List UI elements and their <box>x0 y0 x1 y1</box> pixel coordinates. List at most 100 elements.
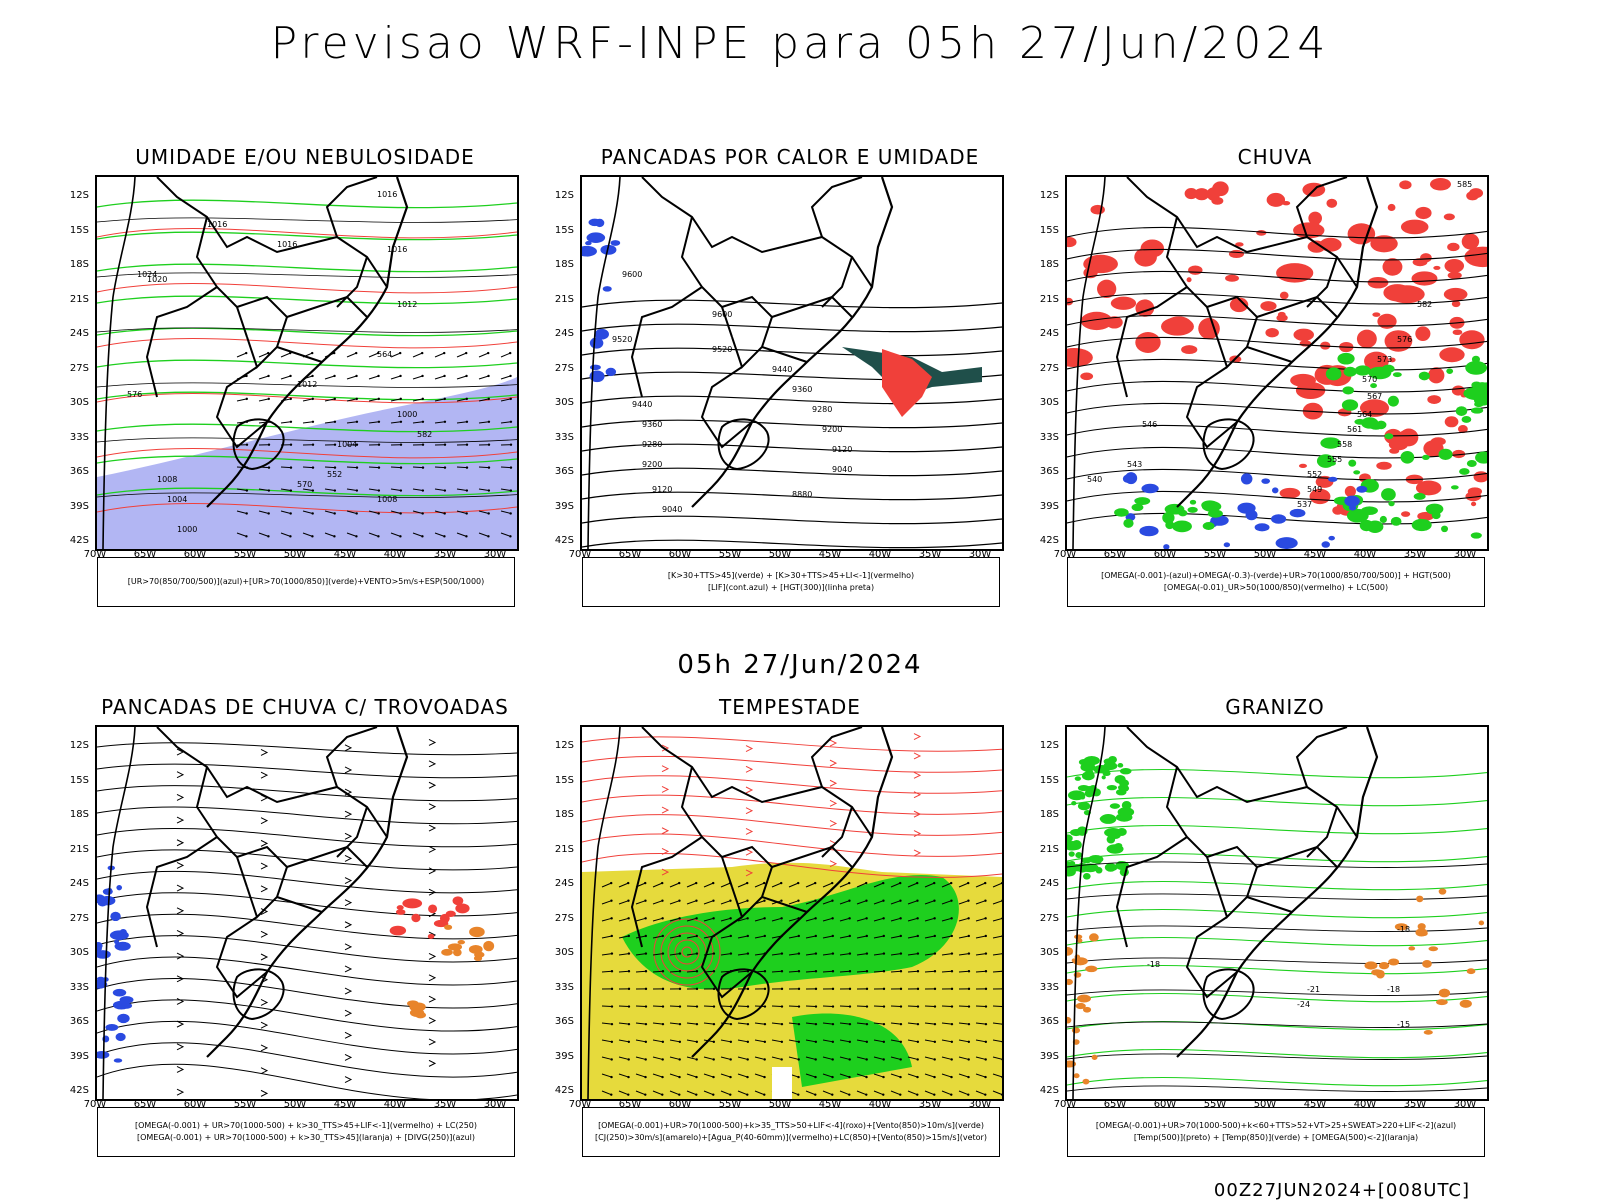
wind-vector-head <box>916 900 918 902</box>
wind-vector <box>325 376 335 379</box>
omega-orange <box>1076 1003 1086 1009</box>
thunder-area-orange <box>415 1012 426 1019</box>
streamline-arrow <box>662 828 668 834</box>
country-border <box>147 287 217 397</box>
lat-tick-label: 24S <box>61 878 89 889</box>
wind-vector-head <box>849 935 851 937</box>
wind-vector-head <box>378 444 380 446</box>
wind-vector-head <box>645 970 647 972</box>
wind-vector-head <box>400 421 402 423</box>
lon-tick-label: 55W <box>230 1099 260 1110</box>
streamline-arrow <box>429 846 435 852</box>
wind-vector-head <box>311 352 313 354</box>
lat-tick-label: 42S <box>61 1085 89 1096</box>
wind-vector-head <box>866 935 868 937</box>
wind-vector-head <box>866 988 868 990</box>
wind-vector-head <box>968 1041 970 1043</box>
lat-tick-label: 42S <box>546 535 574 546</box>
contour-label: 1016 <box>377 190 397 199</box>
streamline-arrow <box>830 820 836 826</box>
wind-vector-head <box>465 375 467 377</box>
rain-area-green <box>1414 493 1426 500</box>
streamline <box>582 756 1002 772</box>
wind-vector-head <box>334 421 336 423</box>
lon-tick-label: 30W <box>965 549 995 560</box>
map-svg: 5855825765735705675645615585555525495465… <box>1067 177 1487 549</box>
wind-vector-head <box>916 1093 918 1095</box>
rain-area-red <box>1415 207 1431 219</box>
wind-vector-head <box>312 421 314 423</box>
country-border <box>277 347 322 362</box>
wind-vector-head <box>933 900 935 902</box>
wind-vector <box>857 1006 867 1007</box>
wind-vector-head <box>883 935 885 937</box>
legend-line: [K>30+TTS>45](verde) + [K>30+TTS>45+LI<-… <box>668 570 914 582</box>
lon-tick-label: 60W <box>665 549 695 560</box>
wind-vector-head <box>356 466 358 468</box>
rain-area-red <box>1090 205 1104 215</box>
rain-area-red <box>1161 317 1194 335</box>
wind-vector-head <box>487 352 489 354</box>
streamline-arrow <box>345 900 351 906</box>
lon-tick-label: 55W <box>715 549 745 560</box>
rain-area-red <box>1444 214 1455 221</box>
rain-area-blue <box>1328 477 1338 482</box>
wind-vector-head <box>832 1005 834 1007</box>
wind-vector <box>976 1006 986 1007</box>
lon-tick-label: 70W <box>1050 1099 1080 1110</box>
instability-area-red <box>882 349 932 417</box>
wind-vector-head <box>900 988 902 990</box>
wind-vector-head <box>934 1023 936 1025</box>
lat-tick-label: 33S <box>61 982 89 993</box>
rain-area-blue <box>1224 542 1230 547</box>
contour-label: 546 <box>1142 420 1157 429</box>
wind-vector-head <box>378 489 380 491</box>
streamline-arrow <box>261 749 267 755</box>
legend-line: [OMEGA(-0.001)+UR>70(1000-500)+k<60+TTS>… <box>1096 1120 1456 1132</box>
omega-orange <box>1424 1030 1433 1035</box>
contour-label: 9200 <box>642 460 662 469</box>
wind-vector-head <box>934 935 936 937</box>
wind-vector-head <box>832 970 834 972</box>
wind-vector-head <box>627 1076 629 1078</box>
lon-tick-label: 30W <box>1450 1099 1480 1110</box>
wind-vector-head <box>611 1041 613 1043</box>
wind-vector-head <box>968 1023 970 1025</box>
contour-label: 9280 <box>642 440 662 449</box>
wind-vector-head <box>917 1023 919 1025</box>
rain-area-green <box>1353 470 1360 474</box>
lat-tick-label: 21S <box>1031 294 1059 305</box>
contour-label: 561 <box>1347 425 1362 434</box>
wind-vector-head <box>421 352 423 354</box>
wind-vector <box>619 1006 629 1007</box>
thunder-area-red <box>455 903 469 913</box>
wind-vector-head <box>696 1023 698 1025</box>
wind-vector-head <box>628 1023 630 1025</box>
wind-vector-head <box>645 988 647 990</box>
country-border <box>1247 897 1292 912</box>
lat-tick-label: 36S <box>61 466 89 477</box>
wind-vector-head <box>378 466 380 468</box>
country-border <box>157 177 297 252</box>
wind-vector-head <box>934 952 936 954</box>
wind-vector <box>687 1006 697 1007</box>
wind-vector-head <box>645 952 647 954</box>
contour-label: 1020 <box>147 275 167 284</box>
rain-area-green <box>1343 386 1354 394</box>
lat-tick-label: 15S <box>61 225 89 236</box>
streamline-arrow <box>429 739 435 745</box>
lon-tick-label: 35W <box>430 549 460 560</box>
rain-area-blue <box>1141 484 1158 493</box>
streamline <box>97 1021 517 1054</box>
wind-vector-head <box>815 935 817 937</box>
country-border <box>1267 787 1357 837</box>
wind-vector-head <box>866 952 868 954</box>
wind-vector-head <box>985 952 987 954</box>
humidity-green <box>1082 858 1092 863</box>
lif-contour <box>595 329 609 340</box>
contour-line <box>97 283 517 292</box>
lif-contour <box>585 241 592 245</box>
wind-vector <box>457 353 466 357</box>
rain-area-red <box>1433 266 1440 270</box>
